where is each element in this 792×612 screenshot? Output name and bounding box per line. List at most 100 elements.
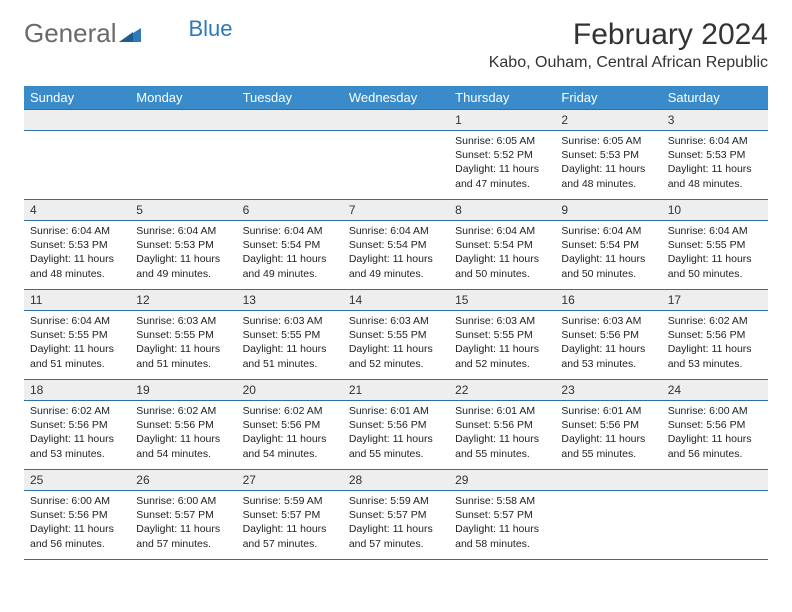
sunset-text: Sunset: 5:53 PM [136, 238, 230, 252]
day-number-cell [662, 470, 768, 491]
day-details: Sunrise: 5:59 AMSunset: 5:57 PMDaylight:… [343, 491, 449, 559]
day-number: 16 [555, 290, 661, 310]
daylight-text-1: Daylight: 11 hours [455, 162, 549, 176]
day-content-cell: Sunrise: 6:03 AMSunset: 5:55 PMDaylight:… [343, 311, 449, 380]
day-details: Sunrise: 6:03 AMSunset: 5:55 PMDaylight:… [237, 311, 343, 379]
daylight-text-1: Daylight: 11 hours [668, 252, 762, 266]
sunrise-text: Sunrise: 6:03 AM [349, 314, 443, 328]
day-number-row: 11121314151617 [24, 290, 768, 311]
day-content-cell [555, 491, 661, 560]
location-text: Kabo, Ouham, Central African Republic [489, 54, 768, 72]
day-number-cell: 3 [662, 110, 768, 131]
daylight-text-1: Daylight: 11 hours [561, 252, 655, 266]
daylight-text-2: and 56 minutes. [668, 447, 762, 461]
sunset-text: Sunset: 5:55 PM [349, 328, 443, 342]
sunrise-text: Sunrise: 6:01 AM [561, 404, 655, 418]
day-content-cell: Sunrise: 6:01 AMSunset: 5:56 PMDaylight:… [343, 401, 449, 470]
day-content-cell: Sunrise: 6:00 AMSunset: 5:56 PMDaylight:… [24, 491, 130, 560]
day-number-cell: 27 [237, 470, 343, 491]
daylight-text-1: Daylight: 11 hours [349, 342, 443, 356]
day-content-row: Sunrise: 6:00 AM Sunset: 5:56 PM Daylight:… [24, 491, 768, 560]
sunrise-text: Sunrise: 5:58 AM [455, 494, 549, 508]
sunset-text: Sunset: 5:56 PM [561, 418, 655, 432]
day-content-cell: Sunrise: 6:03 AMSunset: 5:55 PMDaylight:… [237, 311, 343, 380]
daylight-text-2: and 57 minutes. [243, 537, 337, 551]
day-content-row: Sunrise: 6:05 AMSunset: 5:52 PMDaylight:… [24, 131, 768, 200]
sunrise-text: Sunrise: 5:59 AM [349, 494, 443, 508]
daylight-text-2: and 53 minutes. [30, 447, 124, 461]
daylight-text-1: Daylight: 11 hours [349, 522, 443, 536]
day-details: Sunrise: 6:02 AMSunset: 5:56 PMDaylight:… [237, 401, 343, 469]
day-number-row: 18192021222324 [24, 380, 768, 401]
daylight-text-2: and 57 minutes. [349, 537, 443, 551]
daylight-text-1: Daylight: 11 hours [243, 432, 337, 446]
daylight-text-1: Daylight: 11 hours [243, 252, 337, 266]
sunrise-text: Sunrise: 6:03 AM [561, 314, 655, 328]
day-content-cell: Sunrise: 6:04 AMSunset: 5:55 PMDaylight:… [662, 221, 768, 290]
daylight-text-2: and 54 minutes. [136, 447, 230, 461]
day-number: 6 [237, 200, 343, 220]
day-details: Sunrise: 6:03 AMSunset: 5:55 PMDaylight:… [130, 311, 236, 379]
day-number: 1 [449, 110, 555, 130]
sunrise-text: Sunrise: 6:04 AM [455, 224, 549, 238]
sunset-text: Sunset: 5:56 PM [668, 418, 762, 432]
day-number-cell: 9 [555, 200, 661, 221]
sunset-text: Sunset: 5:56 PM [30, 418, 124, 432]
day-number: 11 [24, 290, 130, 310]
day-number-cell: 13 [237, 290, 343, 311]
day-number: 27 [237, 470, 343, 490]
weekday-header: Saturday [662, 86, 768, 110]
sunrise-text: Sunrise: 6:01 AM [455, 404, 549, 418]
day-content-cell: Sunrise: 6:04 AMSunset: 5:54 PMDaylight:… [449, 221, 555, 290]
day-details: Sunrise: 6:04 AMSunset: 5:53 PMDaylight:… [662, 131, 768, 199]
day-number [237, 110, 343, 130]
sunset-text: Sunset: 5:56 PM [30, 508, 124, 522]
day-number-cell: 11 [24, 290, 130, 311]
daylight-text-1: Daylight: 11 hours [243, 342, 337, 356]
day-details: Sunrise: 6:02 AMSunset: 5:56 PMDaylight:… [24, 401, 130, 469]
daylight-text-2: and 49 minutes. [136, 267, 230, 281]
daylight-text-2: and 53 minutes. [561, 357, 655, 371]
day-details: Sunrise: 6:03 AMSunset: 5:55 PMDaylight:… [343, 311, 449, 379]
day-details: Sunrise: 6:04 AMSunset: 5:54 PMDaylight:… [449, 221, 555, 289]
day-content-cell: Sunrise: 6:04 AMSunset: 5:53 PMDaylight:… [662, 131, 768, 200]
sunset-text: Sunset: 5:57 PM [455, 508, 549, 522]
brand-logo: General Blue [24, 18, 185, 49]
day-number-cell: 7 [343, 200, 449, 221]
day-number: 7 [343, 200, 449, 220]
daylight-text-1: Daylight: 11 hours [668, 342, 762, 356]
day-details [343, 131, 449, 199]
sunrise-text: Sunrise: 6:00 AM [136, 494, 230, 508]
month-title: February 2024 [489, 18, 768, 52]
sunset-text: Sunset: 5:55 PM [30, 328, 124, 342]
day-number-cell: 8 [449, 200, 555, 221]
day-number [343, 110, 449, 130]
day-content-cell: Sunrise: 6:04 AMSunset: 5:54 PMDaylight:… [343, 221, 449, 290]
day-content-cell: Sunrise: 6:05 AMSunset: 5:53 PMDaylight:… [555, 131, 661, 200]
daylight-text-1: Daylight: 11 hours [561, 432, 655, 446]
sunrise-text: Sunrise: 6:02 AM [243, 404, 337, 418]
daylight-text-2: and 47 minutes. [455, 177, 549, 191]
day-content-cell: Sunrise: 6:02 AMSunset: 5:56 PMDaylight:… [24, 401, 130, 470]
daylight-text-1: Daylight: 11 hours [455, 522, 549, 536]
day-number-cell: 12 [130, 290, 236, 311]
day-number: 3 [662, 110, 768, 130]
day-number-cell: 19 [130, 380, 236, 401]
day-content-row: Sunrise: 6:04 AMSunset: 5:55 PMDaylight:… [24, 311, 768, 380]
day-number: 21 [343, 380, 449, 400]
day-content-cell [662, 491, 768, 560]
sunset-text: Sunset: 5:57 PM [243, 508, 337, 522]
day-number-cell: 5 [130, 200, 236, 221]
day-number: 26 [130, 470, 236, 490]
daylight-text-2: and 51 minutes. [30, 357, 124, 371]
weekday-header: Thursday [449, 86, 555, 110]
sunrise-text: Sunrise: 6:04 AM [30, 314, 124, 328]
day-number: 22 [449, 380, 555, 400]
day-content-cell: Sunrise: 6:01 AMSunset: 5:56 PMDaylight:… [555, 401, 661, 470]
sunrise-text: Sunrise: 6:02 AM [30, 404, 124, 418]
sunset-text: Sunset: 5:57 PM [349, 508, 443, 522]
day-number-cell: 29 [449, 470, 555, 491]
day-number-row: 45678910 [24, 200, 768, 221]
day-number: 4 [24, 200, 130, 220]
day-details: Sunrise: 6:01 AMSunset: 5:56 PMDaylight:… [449, 401, 555, 469]
